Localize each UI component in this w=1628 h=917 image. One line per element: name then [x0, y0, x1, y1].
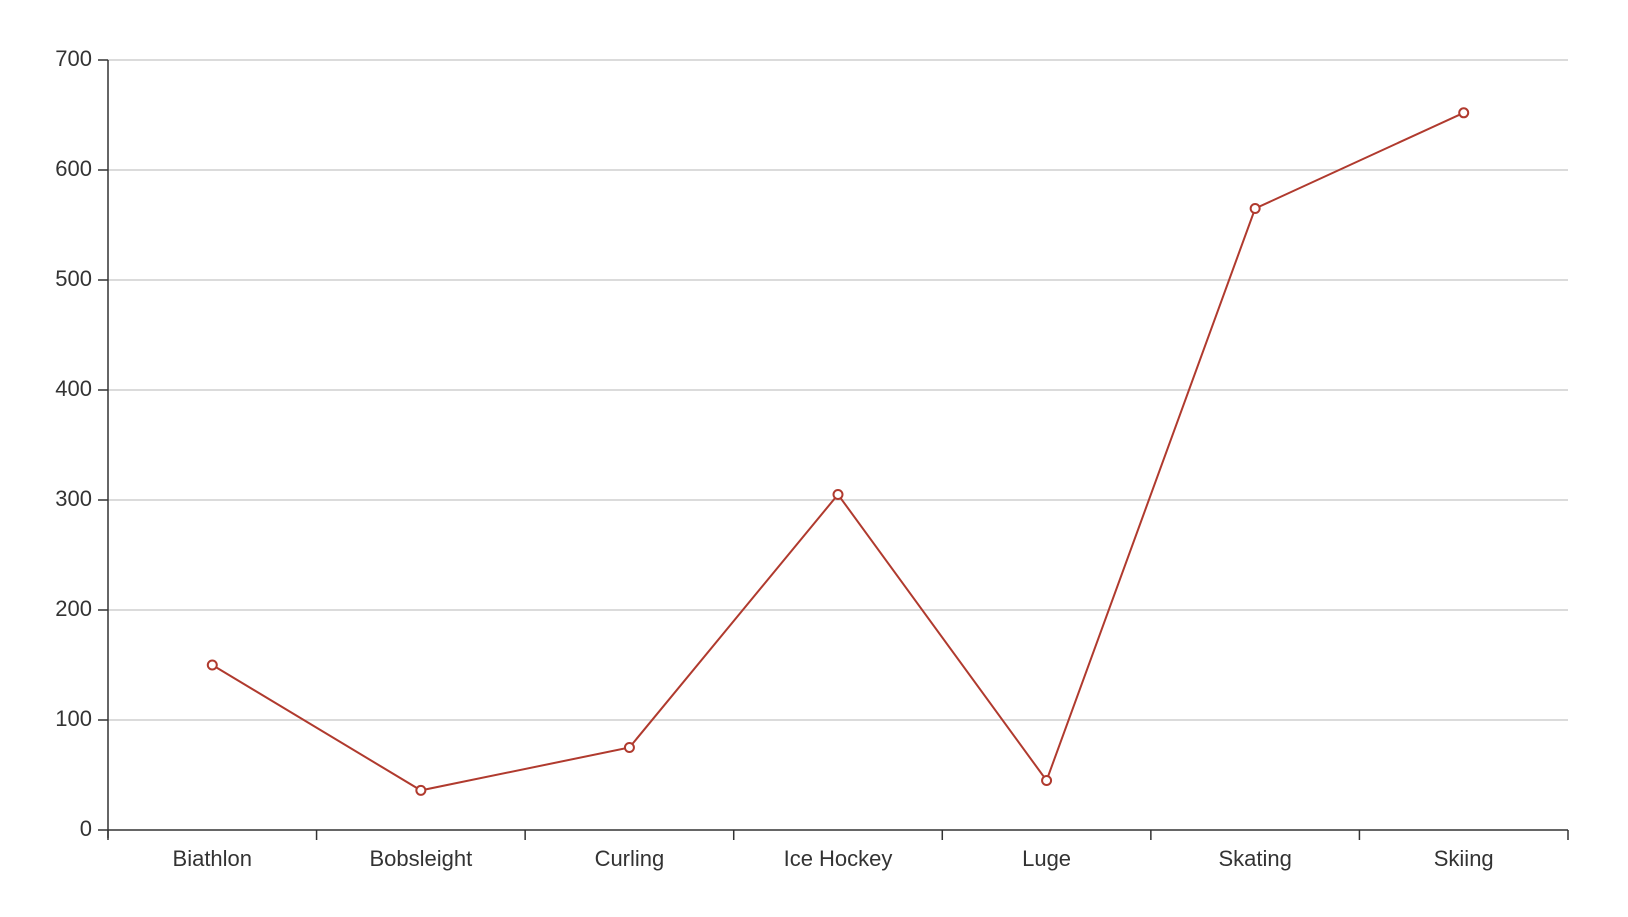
data-point-luge[interactable] [1041, 775, 1053, 786]
x-tick-label: Ice Hockey [784, 846, 893, 871]
y-tick-label: 300 [55, 486, 92, 511]
y-tick-label: 200 [55, 596, 92, 621]
y-tick-label: 100 [55, 706, 92, 731]
axes: 0 100 200 300 400 500 600 700 Biathlon Bobsleight… [55, 46, 1569, 871]
x-tick-label: Biathlon [173, 846, 253, 871]
y-tick-label: 400 [55, 376, 92, 401]
data-point-skating[interactable] [1249, 203, 1261, 214]
grid-lines [108, 59, 1568, 721]
data-point-skiing[interactable] [1458, 107, 1470, 119]
x-tick-label: Bobsleight [369, 846, 472, 871]
series-line [211, 111, 1465, 792]
y-tick-label: 700 [55, 46, 92, 71]
x-tick-label: Skiing [1434, 846, 1494, 871]
x-tick-label: Curling [595, 846, 665, 871]
x-tick-label: Luge [1022, 846, 1071, 871]
data-point-curling[interactable] [623, 742, 635, 753]
data-point-ice-hockey[interactable] [832, 489, 844, 500]
y-tick-label: 600 [55, 156, 92, 181]
y-tick-label: 500 [55, 266, 92, 291]
data-point-biathlon[interactable] [206, 659, 218, 671]
series [206, 107, 1470, 796]
y-tick-label: 0 [80, 816, 92, 841]
x-tick-label: Skating [1218, 846, 1291, 871]
data-point-bobsleight[interactable] [415, 784, 427, 796]
